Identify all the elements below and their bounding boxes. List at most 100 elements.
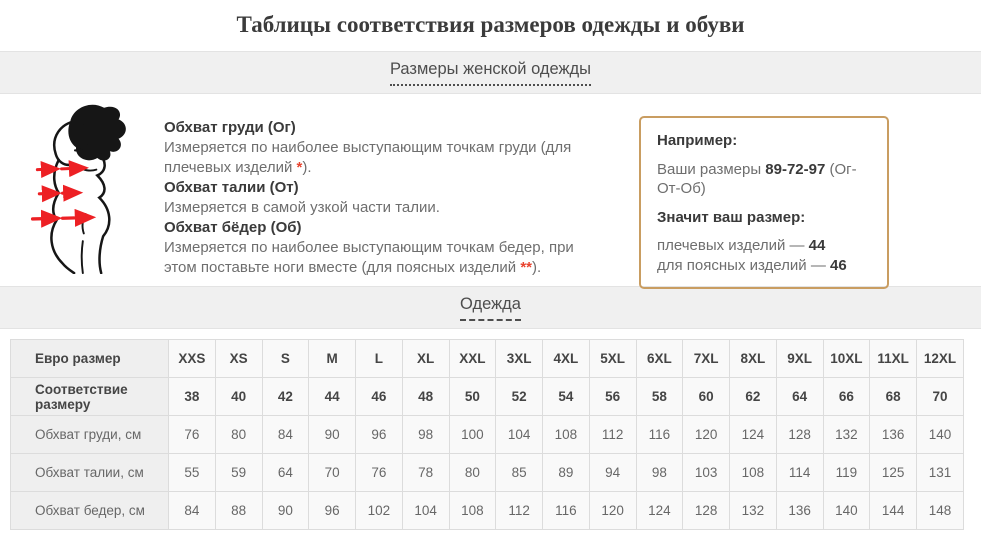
hips-arrow [33,217,90,218]
value-cell: 78 [402,454,449,492]
footnote-double-asterisk: ** [520,259,532,276]
value-cell: M [309,340,356,378]
bust-arrow [37,168,82,170]
value-cell: 10XL [823,340,870,378]
value-cell: 103 [683,454,730,492]
value-cell: 55 [169,454,216,492]
bust-description: Измеряется по наиболее выступающим точка… [164,138,596,178]
value-cell: 119 [823,454,870,492]
value-cell: 104 [402,492,449,530]
value-cell: 85 [496,454,543,492]
woman-silhouette-icon [14,102,142,274]
value-cell: 70 [309,454,356,492]
value-cell: 90 [309,416,356,454]
section-toggle-women-clothing[interactable]: Размеры женской одежды [390,60,591,86]
value-cell: 68 [870,378,917,416]
value-cell: 8XL [730,340,777,378]
value-cell: 40 [215,378,262,416]
value-cell: 42 [262,378,309,416]
value-cell: 7XL [683,340,730,378]
section-toggle-clothing[interactable]: Одежда [460,295,521,321]
value-cell: 50 [449,378,496,416]
hips-description: Измеряется по наиболее выступающим точка… [164,238,596,278]
value-cell: XXL [449,340,496,378]
value-cell: 6XL [636,340,683,378]
row-label-cell: Обхват бедер, см [11,492,169,530]
value-cell: 80 [215,416,262,454]
value-cell: 3XL [496,340,543,378]
measurement-guide-section: Обхват груди (Ог) Измеряется по наиболее… [0,94,981,286]
hips-heading: Обхват бёдер (Об) [164,218,596,238]
example-results: плечевых изделий — 44 для поясных издели… [657,236,871,275]
value-cell: 144 [870,492,917,530]
row-label-cell: Евро размер [11,340,169,378]
value-cell: 112 [496,492,543,530]
value-cell: 131 [917,454,964,492]
value-cell: 66 [823,378,870,416]
example-your-sizes: Ваши размеры 89-72-97 (Ог-От-Об) [657,160,871,199]
value-cell: 98 [636,454,683,492]
value-cell: 96 [356,416,403,454]
example-title: Например: [657,131,871,151]
your-sizes-value: 89-72-97 [765,161,825,178]
value-cell: XS [215,340,262,378]
value-cell: 140 [823,492,870,530]
value-cell: 76 [169,416,216,454]
value-cell: 108 [543,416,590,454]
value-cell: 136 [870,416,917,454]
value-cell: 108 [730,454,777,492]
waist-description: Измеряется в самой узкой части талии. [164,198,596,218]
value-cell: 88 [215,492,262,530]
value-cell: 94 [589,454,636,492]
example-result-title: Значит ваш размер: [657,208,871,228]
waist-size-line: для поясных изделий — 46 [657,257,847,274]
value-cell: 76 [356,454,403,492]
section-band-clothing: Одежда [0,286,981,329]
value-cell: 108 [449,492,496,530]
value-cell: 128 [683,492,730,530]
value-cell: 48 [402,378,449,416]
shoulder-size-value: 44 [809,237,826,254]
waist-size-value: 46 [830,257,847,274]
your-sizes-prefix: Ваши размеры [657,161,765,178]
page-title: Таблицы соответствия размеров одежды и о… [0,0,981,51]
value-cell: 4XL [543,340,590,378]
value-cell: 148 [917,492,964,530]
value-cell: 116 [543,492,590,530]
waist-size-prefix: для поясных изделий — [657,257,830,274]
value-cell: 125 [870,454,917,492]
value-cell: 80 [449,454,496,492]
waist-description-text: Измеряется в самой узкой части талии. [164,199,440,216]
value-cell: 120 [589,492,636,530]
value-cell: 62 [730,378,777,416]
bust-heading: Обхват груди (Ог) [164,118,596,138]
value-cell: 114 [776,454,823,492]
value-cell: 90 [262,492,309,530]
value-cell: 64 [776,378,823,416]
value-cell: 124 [636,492,683,530]
value-cell: 132 [823,416,870,454]
shoulder-size-prefix: плечевых изделий — [657,237,809,254]
shoulder-size-line: плечевых изделий — 44 [657,237,825,254]
row-label-cell: Обхват груди, см [11,416,169,454]
value-cell: 112 [589,416,636,454]
value-cell: 52 [496,378,543,416]
hips-description-end: ). [532,259,541,276]
value-cell: 9XL [776,340,823,378]
value-cell: 100 [449,416,496,454]
section-band-women-clothing: Размеры женской одежды [0,51,981,94]
value-cell: 84 [169,492,216,530]
value-cell: 11XL [870,340,917,378]
woman-figure-illustration [14,102,144,279]
value-cell: 59 [215,454,262,492]
waist-heading: Обхват талии (От) [164,178,596,198]
value-cell: XXS [169,340,216,378]
